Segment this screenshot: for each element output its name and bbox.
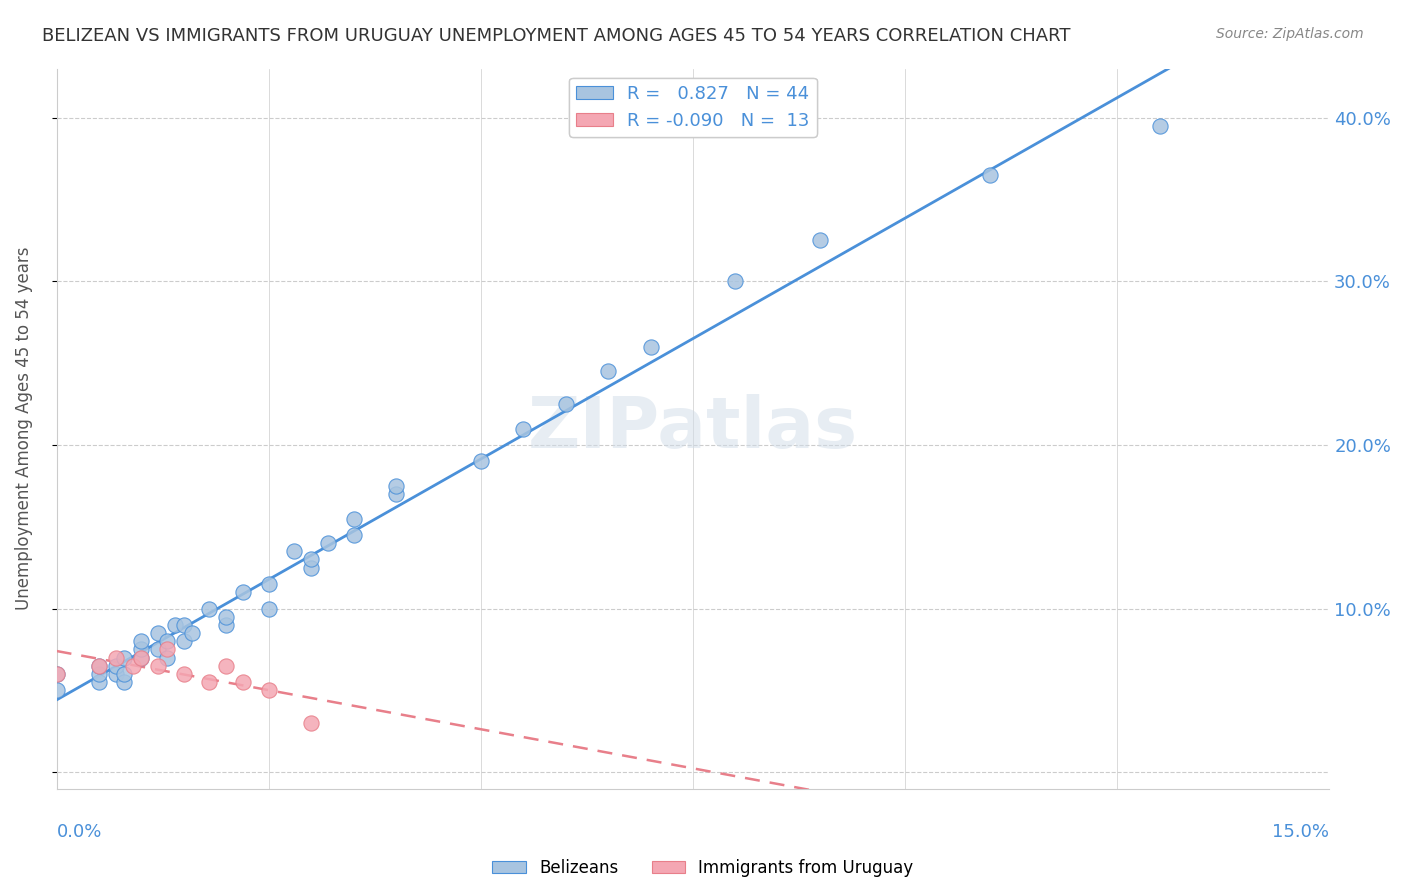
- Point: [512, 421, 534, 435]
- Point: [131, 650, 153, 665]
- Point: [148, 642, 170, 657]
- Point: [316, 536, 339, 550]
- Legend: Belizeans, Immigrants from Uruguay: Belizeans, Immigrants from Uruguay: [486, 853, 920, 884]
- Y-axis label: Unemployment Among Ages 45 to 54 years: Unemployment Among Ages 45 to 54 years: [15, 247, 32, 610]
- Point: [156, 642, 179, 657]
- Point: [257, 601, 280, 615]
- Point: [87, 658, 110, 673]
- Text: 0.0%: 0.0%: [56, 823, 103, 841]
- Point: [198, 675, 221, 690]
- Point: [385, 479, 408, 493]
- Point: [114, 675, 136, 690]
- Point: [173, 667, 195, 681]
- Point: [640, 340, 662, 354]
- Point: [257, 683, 280, 698]
- Point: [131, 642, 153, 657]
- Point: [596, 364, 619, 378]
- Point: [131, 634, 153, 648]
- Point: [173, 634, 195, 648]
- Point: [283, 544, 305, 558]
- Point: [342, 511, 364, 525]
- Text: BELIZEAN VS IMMIGRANTS FROM URUGUAY UNEMPLOYMENT AMONG AGES 45 TO 54 YEARS CORRE: BELIZEAN VS IMMIGRANTS FROM URUGUAY UNEM…: [42, 27, 1071, 45]
- Point: [45, 667, 67, 681]
- Point: [156, 634, 179, 648]
- Point: [299, 560, 322, 574]
- Point: [215, 618, 238, 632]
- Point: [181, 626, 204, 640]
- Point: [232, 585, 254, 599]
- Point: [385, 487, 408, 501]
- Point: [299, 716, 322, 731]
- Point: [148, 658, 170, 673]
- Point: [114, 650, 136, 665]
- Point: [105, 650, 128, 665]
- Point: [342, 528, 364, 542]
- Point: [105, 667, 128, 681]
- Point: [156, 650, 179, 665]
- Point: [724, 274, 747, 288]
- Point: [131, 650, 153, 665]
- Point: [1149, 119, 1171, 133]
- Point: [470, 454, 492, 468]
- Point: [87, 667, 110, 681]
- Point: [122, 658, 145, 673]
- Point: [554, 397, 576, 411]
- Point: [215, 658, 238, 673]
- Point: [114, 667, 136, 681]
- Point: [215, 609, 238, 624]
- Point: [87, 675, 110, 690]
- Point: [105, 658, 128, 673]
- Point: [257, 577, 280, 591]
- Text: 15.0%: 15.0%: [1272, 823, 1329, 841]
- Point: [232, 675, 254, 690]
- Point: [808, 233, 831, 247]
- Point: [45, 683, 67, 698]
- Point: [299, 552, 322, 566]
- Point: [173, 618, 195, 632]
- Point: [165, 618, 187, 632]
- Text: ZIPatlas: ZIPatlas: [527, 394, 858, 463]
- Point: [979, 168, 1001, 182]
- Point: [198, 601, 221, 615]
- Point: [148, 626, 170, 640]
- Point: [87, 658, 110, 673]
- Legend: R =   0.827   N = 44, R = -0.090   N =  13: R = 0.827 N = 44, R = -0.090 N = 13: [569, 78, 817, 137]
- Text: Source: ZipAtlas.com: Source: ZipAtlas.com: [1216, 27, 1364, 41]
- Point: [45, 667, 67, 681]
